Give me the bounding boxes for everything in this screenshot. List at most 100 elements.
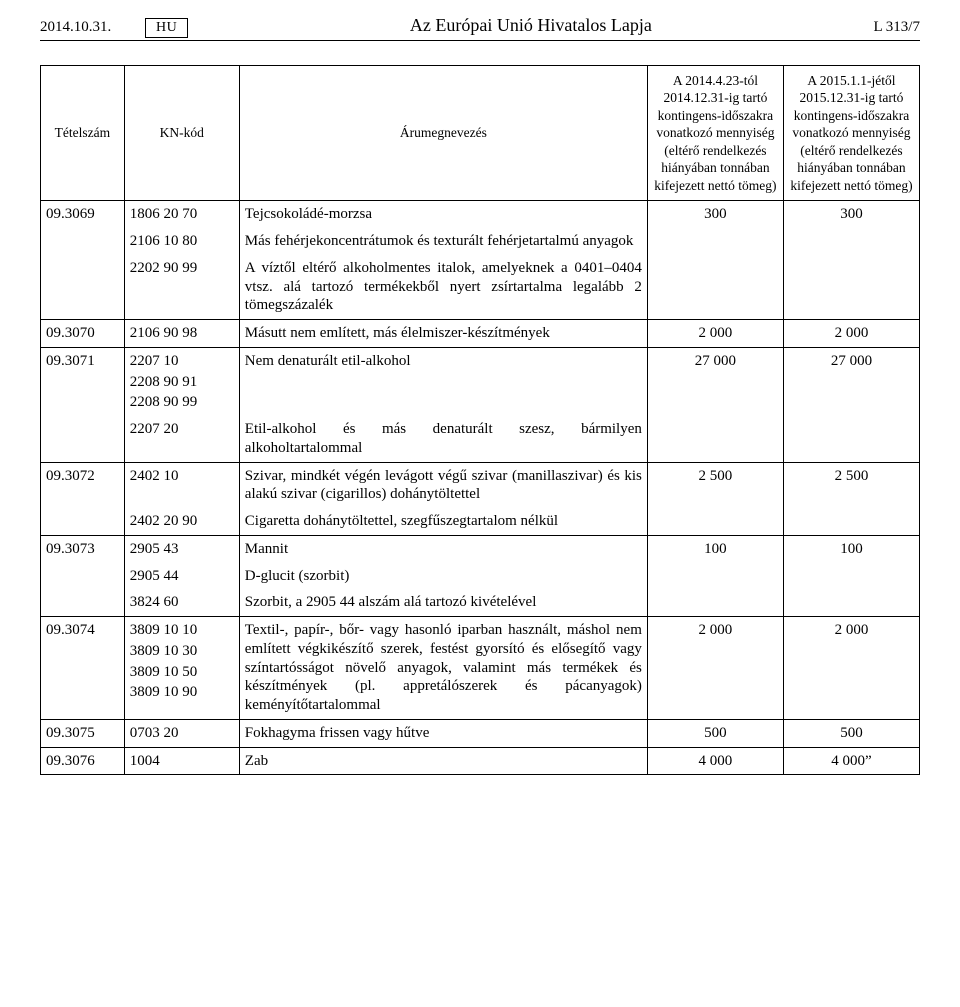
cell-qty-2014	[647, 508, 783, 535]
cell-itemno: 09.3075	[41, 719, 125, 747]
header-lang: HU	[145, 18, 188, 38]
cell-itemno	[41, 416, 125, 462]
cell-itemno	[41, 508, 125, 535]
cell-itemno: 09.3074	[41, 617, 125, 720]
cell-kncode: 2402 10	[124, 462, 239, 508]
cell-kncode: 2106 10 80	[124, 228, 239, 255]
cell-itemno	[41, 563, 125, 590]
cell-qty-2014: 100	[647, 535, 783, 562]
cell-qty-2015: 100	[783, 535, 919, 562]
cell-qty-2014: 2 500	[647, 462, 783, 508]
table-row: 09.3076 1004 Zab 4 000 4 000”	[41, 747, 920, 775]
th-period-2015: A 2015.1.1-jétől 2015.12.31-ig tartó kon…	[783, 65, 919, 201]
cell-qty-2014: 300	[647, 201, 783, 228]
cell-qty-2015	[783, 416, 919, 462]
header-date: 2014.10.31.	[40, 19, 111, 35]
cell-desc: A víztől eltérő alkoholmentes italok, am…	[239, 255, 647, 320]
cell-itemno: 09.3069	[41, 201, 125, 228]
cell-qty-2015: 2 000	[783, 320, 919, 348]
cell-kncode: 2905 44	[124, 563, 239, 590]
cell-qty-2015: 2 500	[783, 462, 919, 508]
table-row: 09.3071 2207 10 2208 90 91 2208 90 99 Ne…	[41, 347, 920, 416]
cell-desc: Másutt nem említett, más élelmiszer-kész…	[239, 320, 647, 348]
cell-kncode: 3824 60	[124, 589, 239, 616]
cell-kncode: 1806 20 70	[124, 201, 239, 228]
header-page-ref: L 313/7	[873, 18, 920, 37]
cell-itemno	[41, 589, 125, 616]
cell-kncode: 1004	[124, 747, 239, 775]
table-row: 09.3075 0703 20 Fokhagyma frissen vagy h…	[41, 719, 920, 747]
cell-itemno: 09.3076	[41, 747, 125, 775]
cell-qty-2014	[647, 255, 783, 320]
cell-desc: Zab	[239, 747, 647, 775]
cell-qty-2015	[783, 563, 919, 590]
cell-itemno: 09.3070	[41, 320, 125, 348]
cell-desc: Szivar, mindkét végén levágott végű sziv…	[239, 462, 647, 508]
th-description: Árumegnevezés	[239, 65, 647, 201]
table-row: 2905 44 D-glucit (szorbit)	[41, 563, 920, 590]
cell-qty-2014: 27 000	[647, 347, 783, 416]
cell-itemno: 09.3072	[41, 462, 125, 508]
table-row: 2402 20 90 Cigaretta dohánytöltettel, sz…	[41, 508, 920, 535]
cell-kncode: 2207 10 2208 90 91 2208 90 99	[124, 347, 239, 416]
th-period-2014: A 2014.4.23-tól 2014.12.31-ig tartó kont…	[647, 65, 783, 201]
kncode: 2208 90 99	[130, 393, 234, 412]
table-row: 09.3072 2402 10 Szivar, mindkét végén le…	[41, 462, 920, 508]
cell-desc: Tejcsokoládé-morzsa	[239, 201, 647, 228]
cell-desc: Fokhagyma frissen vagy hűtve	[239, 719, 647, 747]
table-row: 2106 10 80 Más fehérjekoncentrátumok és …	[41, 228, 920, 255]
cell-desc: Szorbit, a 2905 44 alszám alá tartozó ki…	[239, 589, 647, 616]
cell-kncode: 0703 20	[124, 719, 239, 747]
cell-desc: D-glucit (szorbit)	[239, 563, 647, 590]
cell-qty-2014: 2 000	[647, 320, 783, 348]
table-row: 09.3070 2106 90 98 Másutt nem említett, …	[41, 320, 920, 348]
table-row: 09.3074 3809 10 10 3809 10 30 3809 10 50…	[41, 617, 920, 720]
kncode: 2207 10	[130, 352, 234, 371]
cell-qty-2015: 300	[783, 201, 919, 228]
cell-kncode: 2106 90 98	[124, 320, 239, 348]
kncode: 3809 10 30	[130, 642, 234, 661]
cell-desc: Nem denaturált etil-alkohol	[239, 347, 647, 416]
cell-desc: Mannit	[239, 535, 647, 562]
table-row: 2202 90 99 A víztől eltérő alkoholmentes…	[41, 255, 920, 320]
cell-qty-2014: 2 000	[647, 617, 783, 720]
header-journal-title: Az Európai Unió Hivatalos Lapja	[410, 14, 652, 37]
cell-qty-2015: 27 000	[783, 347, 919, 416]
cell-qty-2015: 2 000	[783, 617, 919, 720]
cell-itemno: 09.3073	[41, 535, 125, 562]
cell-desc: Más fehérjekoncentrátumok és texturált f…	[239, 228, 647, 255]
table-row: 3824 60 Szorbit, a 2905 44 alszám alá ta…	[41, 589, 920, 616]
th-itemno: Tételszám	[41, 65, 125, 201]
table-row: 09.3069 1806 20 70 Tejcsokoládé-morzsa 3…	[41, 201, 920, 228]
cell-qty-2015	[783, 508, 919, 535]
cell-qty-2015	[783, 228, 919, 255]
cell-desc: Textil-, papír-, bőr- vagy hasonló iparb…	[239, 617, 647, 720]
cell-qty-2014	[647, 416, 783, 462]
regulation-table: Tételszám KN-kód Árumegnevezés A 2014.4.…	[40, 65, 920, 776]
cell-kncode: 2207 20	[124, 416, 239, 462]
cell-desc: Etil-alkohol és más denaturált szesz, bá…	[239, 416, 647, 462]
cell-qty-2015	[783, 589, 919, 616]
kncode: 3809 10 50	[130, 663, 234, 682]
table-row: 2207 20 Etil-alkohol és más denaturált s…	[41, 416, 920, 462]
cell-qty-2015: 500	[783, 719, 919, 747]
kncode: 3809 10 10	[130, 621, 234, 640]
cell-itemno	[41, 255, 125, 320]
cell-itemno: 09.3071	[41, 347, 125, 416]
cell-desc: Cigaretta dohánytöltettel, szegfűszegtar…	[239, 508, 647, 535]
cell-qty-2014: 4 000	[647, 747, 783, 775]
cell-qty-2014	[647, 228, 783, 255]
cell-kncode: 2402 20 90	[124, 508, 239, 535]
cell-qty-2014: 500	[647, 719, 783, 747]
cell-qty-2014	[647, 563, 783, 590]
cell-kncode: 3809 10 10 3809 10 30 3809 10 50 3809 10…	[124, 617, 239, 720]
cell-qty-2015	[783, 255, 919, 320]
page-header: 2014.10.31. HU Az Európai Unió Hivatalos…	[40, 14, 920, 41]
th-kncode: KN-kód	[124, 65, 239, 201]
cell-qty-2014	[647, 589, 783, 616]
cell-itemno	[41, 228, 125, 255]
table-row: 09.3073 2905 43 Mannit 100 100	[41, 535, 920, 562]
cell-kncode: 2202 90 99	[124, 255, 239, 320]
cell-kncode: 2905 43	[124, 535, 239, 562]
cell-qty-2015: 4 000”	[783, 747, 919, 775]
